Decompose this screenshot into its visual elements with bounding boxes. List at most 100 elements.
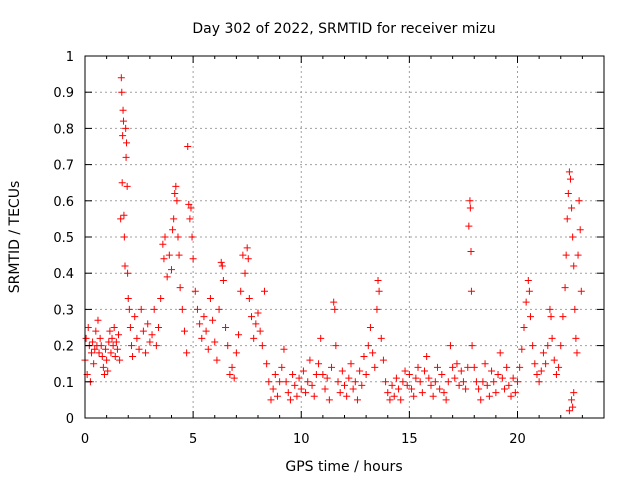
chart-title: Day 302 of 2022, SRMTID for receiver miz… bbox=[192, 21, 495, 37]
data-point bbox=[351, 378, 359, 386]
data-point bbox=[505, 381, 513, 389]
data-point bbox=[102, 345, 110, 353]
data-point bbox=[127, 342, 135, 350]
data-point bbox=[119, 117, 127, 125]
data-point bbox=[271, 371, 279, 379]
data-point bbox=[131, 313, 139, 321]
data-point bbox=[126, 324, 134, 331]
data-point bbox=[117, 74, 125, 82]
data-point bbox=[525, 287, 533, 295]
data-point bbox=[187, 204, 195, 212]
data-point bbox=[230, 374, 238, 382]
data-point bbox=[108, 334, 116, 342]
grid-layer bbox=[85, 56, 604, 418]
data-point bbox=[319, 371, 327, 379]
data-point bbox=[548, 334, 556, 342]
data-point bbox=[483, 381, 491, 389]
data-point bbox=[518, 345, 526, 353]
data-point bbox=[421, 367, 429, 375]
data-point bbox=[537, 367, 545, 375]
data-point bbox=[94, 316, 102, 324]
data-point bbox=[228, 363, 236, 371]
data-point bbox=[159, 240, 167, 248]
data-point bbox=[122, 124, 130, 132]
data-point bbox=[522, 298, 530, 306]
data-point bbox=[467, 287, 475, 295]
data-point bbox=[263, 360, 271, 368]
data-point bbox=[427, 381, 435, 389]
y-tick-label: 0.9 bbox=[53, 86, 74, 101]
data-point bbox=[451, 374, 459, 382]
data-point bbox=[302, 389, 310, 397]
data-point bbox=[217, 258, 225, 266]
data-point bbox=[121, 262, 129, 270]
data-point bbox=[111, 352, 119, 360]
data-point bbox=[123, 182, 131, 190]
data-point bbox=[516, 363, 524, 371]
data-point bbox=[557, 342, 565, 350]
data-point bbox=[304, 378, 312, 386]
data-point bbox=[561, 284, 569, 292]
data-points bbox=[81, 74, 585, 415]
data-point bbox=[569, 233, 577, 241]
data-point bbox=[423, 352, 431, 360]
data-point bbox=[155, 324, 163, 331]
data-point bbox=[334, 378, 342, 386]
data-point bbox=[206, 295, 214, 303]
data-point bbox=[84, 324, 92, 331]
data-point bbox=[374, 276, 382, 284]
y-tick-label: 0.6 bbox=[53, 195, 74, 210]
data-point bbox=[470, 363, 478, 371]
data-point bbox=[397, 396, 405, 404]
data-point bbox=[442, 396, 450, 404]
x-tick-label: 5 bbox=[189, 432, 197, 447]
data-point bbox=[184, 143, 192, 150]
data-point bbox=[386, 396, 394, 404]
data-point bbox=[475, 385, 483, 393]
data-point bbox=[163, 273, 171, 281]
data-point bbox=[186, 215, 194, 223]
data-point bbox=[185, 200, 193, 208]
data-point bbox=[575, 197, 583, 205]
y-axis-label: SRMTID / TECUs bbox=[7, 181, 23, 294]
data-point bbox=[124, 295, 132, 303]
data-point bbox=[321, 385, 329, 393]
data-point bbox=[496, 349, 504, 357]
data-point bbox=[533, 371, 541, 379]
data-point bbox=[118, 88, 126, 96]
y-tick-label: 0.1 bbox=[53, 376, 74, 391]
data-point bbox=[338, 367, 346, 375]
data-point bbox=[119, 132, 127, 140]
data-point bbox=[172, 182, 180, 190]
data-point bbox=[256, 327, 264, 335]
data-point bbox=[462, 385, 470, 393]
data-point bbox=[395, 385, 403, 393]
data-point bbox=[254, 309, 262, 317]
data-point bbox=[401, 367, 409, 375]
data-point bbox=[492, 389, 500, 397]
data-point bbox=[472, 378, 480, 386]
data-point bbox=[328, 363, 336, 371]
data-point bbox=[379, 356, 387, 364]
data-point bbox=[244, 255, 252, 263]
data-point bbox=[405, 371, 413, 379]
data-point bbox=[555, 363, 563, 371]
data-point bbox=[358, 381, 366, 389]
data-point bbox=[241, 269, 249, 277]
y-tick-label: 0.5 bbox=[53, 231, 74, 246]
data-point bbox=[566, 175, 574, 183]
data-point bbox=[410, 392, 418, 400]
data-point bbox=[129, 352, 137, 360]
data-point bbox=[171, 190, 179, 198]
data-point bbox=[267, 396, 275, 404]
data-point bbox=[440, 389, 448, 397]
data-point bbox=[178, 305, 186, 313]
data-point bbox=[345, 374, 353, 382]
data-point bbox=[477, 396, 485, 404]
data-point bbox=[122, 153, 130, 161]
data-point bbox=[360, 352, 368, 360]
data-point bbox=[209, 316, 217, 324]
data-point bbox=[107, 349, 115, 357]
data-point bbox=[539, 349, 547, 357]
data-point bbox=[373, 305, 381, 313]
